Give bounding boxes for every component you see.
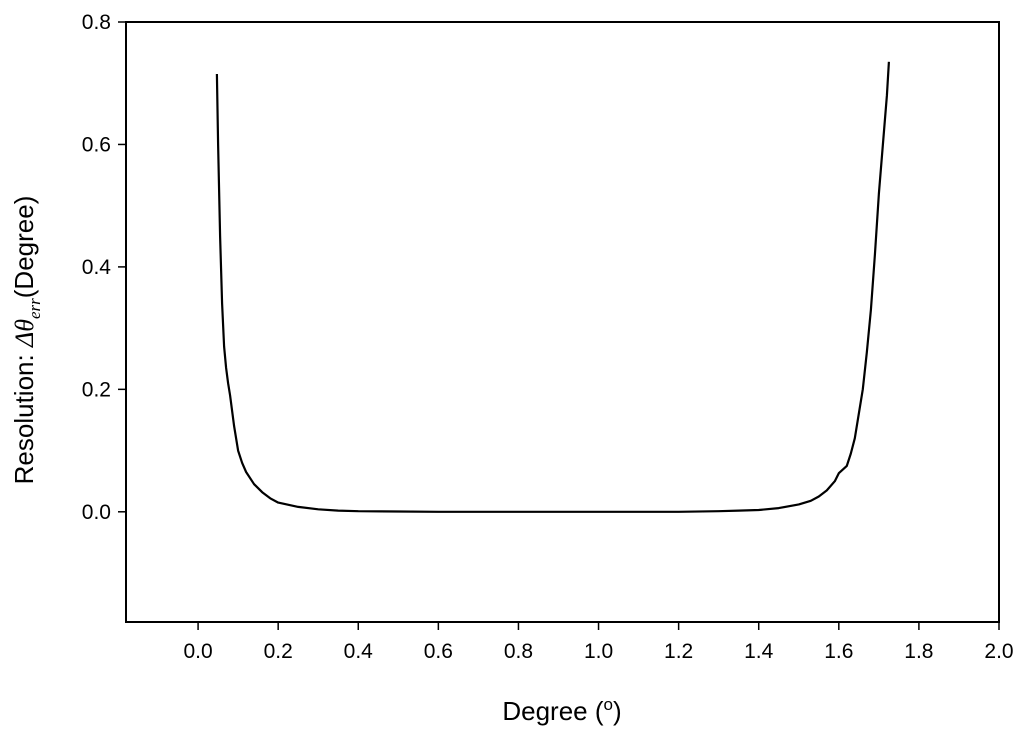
- plot-frame: [125, 21, 1000, 623]
- x-axis-title-degree-superscript: o: [604, 695, 613, 714]
- x-tick-label: 2.0: [984, 640, 1013, 663]
- x-tick-label: 0.6: [424, 640, 453, 663]
- x-tick-label: 1.0: [584, 640, 613, 663]
- y-tick-label: 0.8: [82, 11, 111, 34]
- x-axis-title: Degree (o): [502, 695, 621, 726]
- y-tick-label: 0.6: [82, 133, 111, 156]
- x-tick-label: 0.2: [264, 640, 293, 663]
- y-tick-label: 0.4: [82, 256, 112, 279]
- x-tick-label: 1.8: [904, 640, 933, 663]
- x-axis-title-main: Degree (: [502, 696, 603, 726]
- y-axis-title-prefix: Resolution:: [9, 347, 39, 484]
- y-axis-title-subscript: err: [25, 298, 44, 319]
- y-axis-title-theta: θ: [10, 319, 39, 332]
- x-tick-label: 1.2: [664, 640, 693, 663]
- y-tick-label: 0.2: [82, 378, 111, 401]
- x-tick-label: 0.8: [504, 640, 533, 663]
- x-tick-label: 1.6: [824, 640, 853, 663]
- x-tick-label: 0.0: [183, 640, 212, 663]
- y-tick-label: 0.0: [82, 501, 111, 524]
- y-axis-title-delta: Δ: [10, 332, 39, 348]
- series-line-0: [215, 61, 890, 513]
- y-axis-title: Resolution: Δθerr(Degree): [9, 196, 44, 485]
- x-axis-title-close: ): [613, 696, 622, 726]
- y-axis-title-suffix: (Degree): [9, 196, 39, 299]
- x-tick-label: 0.4: [344, 640, 374, 663]
- x-tick-label: 1.4: [744, 640, 774, 663]
